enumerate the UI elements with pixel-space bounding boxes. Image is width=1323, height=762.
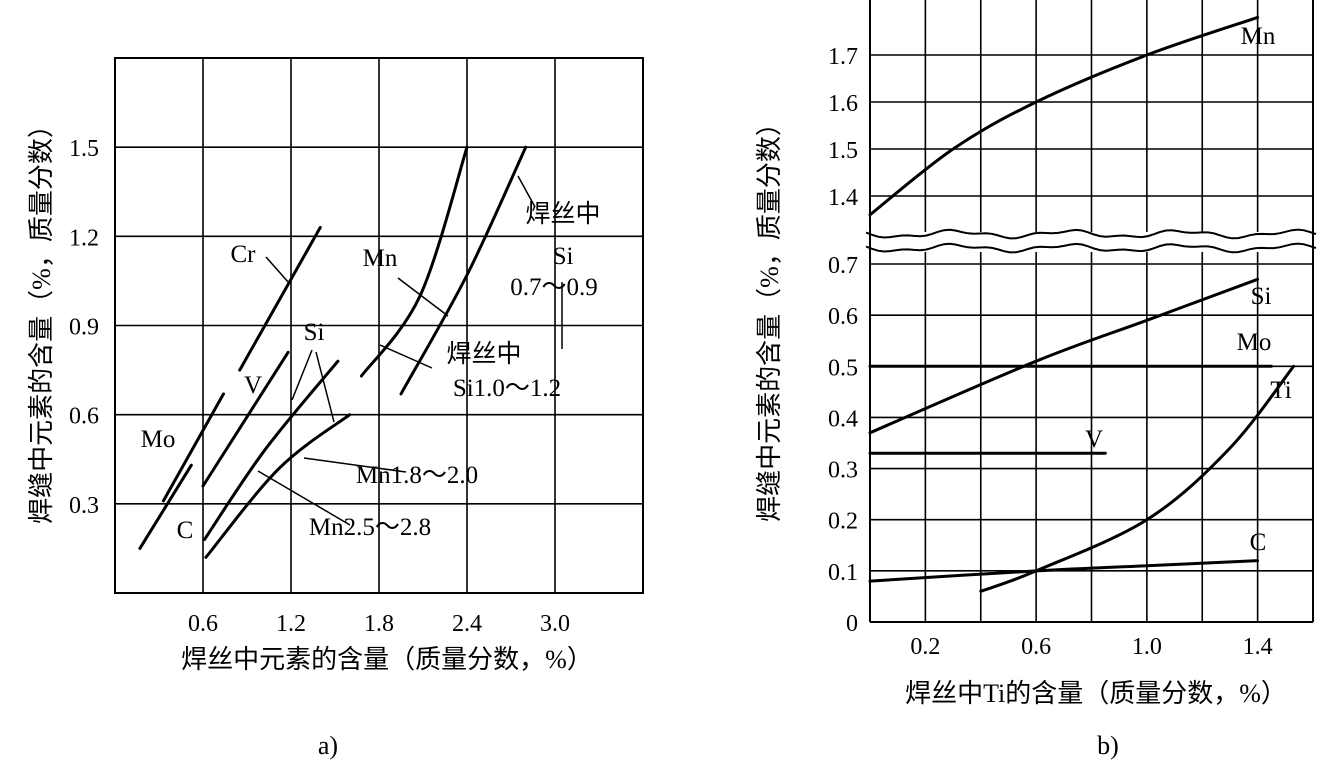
a-panel-caption: a) bbox=[318, 731, 338, 760]
a-series-mn-si-0-7-0-9 bbox=[399, 145, 528, 396]
a-plot-frame bbox=[114, 57, 644, 594]
b-y-tick-label: 0.1 bbox=[828, 560, 858, 586]
b-y-tick-label: 1.4 bbox=[828, 185, 858, 211]
a-series-c bbox=[138, 463, 193, 550]
b-axis-break-upper bbox=[865, 228, 1317, 240]
a-leader-line bbox=[265, 256, 290, 284]
b-x-tick-label: 1.4 bbox=[1243, 634, 1273, 660]
a-y-tick-label: 1.2 bbox=[69, 225, 99, 251]
a-y-axis-title: 焊缝中元素的含量（%，质量分数） bbox=[27, 112, 56, 524]
a-series-si-mn1-8-2-0 bbox=[203, 359, 340, 541]
a-annotation-si: Si bbox=[304, 319, 325, 346]
a-series-cr bbox=[238, 225, 322, 372]
b-x-tick-label: 0.6 bbox=[1021, 634, 1051, 660]
b-y-tick-label: 1.5 bbox=[828, 138, 858, 164]
a-x-axis-title: 焊丝中元素的含量（质量分数，%） bbox=[181, 645, 593, 674]
a-leader-line bbox=[517, 175, 536, 208]
b-annotation-ti: Ti bbox=[1270, 377, 1291, 404]
a-leader-line bbox=[315, 351, 335, 423]
b-series-ti bbox=[979, 364, 1296, 593]
b-annotation-si: Si bbox=[1251, 283, 1272, 310]
b-y-tick-label: 0.6 bbox=[828, 304, 858, 330]
a-x-tick-label: 0.6 bbox=[188, 611, 218, 637]
b-series-mn bbox=[868, 15, 1260, 217]
a-leader-line bbox=[303, 457, 407, 473]
b-y-tick-label: 0 bbox=[846, 611, 858, 637]
b-y-tick-label: 0.3 bbox=[828, 458, 858, 484]
b-y-tick-label: 1.7 bbox=[828, 44, 858, 70]
a-annotation-si1-0-1-2: Si1.0～1.2 bbox=[453, 375, 561, 402]
b-y-axis-title: 焊缝中元素的含量（%，质量分数） bbox=[755, 110, 784, 522]
b-annotation-mo: Mo bbox=[1237, 329, 1272, 356]
panel-a bbox=[114, 57, 644, 594]
b-annotation-mn: Mn bbox=[1241, 23, 1276, 50]
b-x-axis-title: 焊丝中Ti的含量（质量分数，%） bbox=[905, 679, 1287, 708]
a-annotation-cr: Cr bbox=[231, 241, 257, 268]
a-y-tick-label: 0.9 bbox=[69, 315, 99, 341]
a-series-si-mn2-5-2-8 bbox=[204, 413, 352, 559]
a-leader-line bbox=[291, 349, 313, 401]
a-annotation-mn1-8-2-0: Mn1.8～2.0 bbox=[356, 462, 478, 489]
b-x-tick-label: 0.2 bbox=[910, 634, 940, 660]
a-annotation-v: V bbox=[244, 372, 262, 399]
a-y-tick-label: 0.3 bbox=[69, 493, 99, 519]
a-annotation-mo: Mo bbox=[141, 426, 176, 453]
b-y-tick-label: 0.7 bbox=[828, 253, 858, 279]
a-annotation-x: 焊丝中 bbox=[525, 200, 600, 228]
a-annotation-si: Si bbox=[553, 243, 574, 270]
b-y-tick-label: 0.4 bbox=[828, 406, 858, 432]
b-y-tick-label: 0.5 bbox=[828, 355, 858, 381]
b-series-c bbox=[868, 559, 1260, 583]
b-panel-caption: b) bbox=[1097, 731, 1119, 760]
a-y-tick-label: 1.5 bbox=[69, 136, 99, 162]
a-leader-line bbox=[397, 277, 449, 317]
b-x-tick-label: 1.0 bbox=[1132, 634, 1162, 660]
a-annotation-0-7-0-9: 0.7～0.9 bbox=[510, 274, 598, 301]
a-annotation-x: 焊丝中 bbox=[446, 340, 521, 368]
panel-b bbox=[865, 0, 1317, 623]
a-series-v bbox=[201, 350, 290, 488]
a-leader-line bbox=[257, 470, 351, 526]
b-y-tick-label: 1.6 bbox=[828, 91, 858, 117]
a-annotation-c: C bbox=[177, 517, 194, 544]
a-series-mo bbox=[161, 392, 225, 503]
a-annotation-mn: Mn bbox=[363, 245, 398, 272]
a-x-tick-label: 1.8 bbox=[364, 611, 394, 637]
b-series-si bbox=[868, 277, 1260, 435]
b-y-tick-label: 0.2 bbox=[828, 509, 858, 535]
a-leader-line bbox=[379, 344, 433, 369]
a-x-tick-label: 1.2 bbox=[276, 611, 306, 637]
b-axis-break-lower bbox=[865, 242, 1317, 254]
a-x-tick-label: 3.0 bbox=[540, 611, 570, 637]
a-annotation-mn2-5-2-8: Mn2.5～2.8 bbox=[309, 514, 431, 541]
b-annotation-c: C bbox=[1250, 529, 1267, 556]
b-annotation-v: V bbox=[1085, 426, 1103, 453]
a-x-tick-label: 2.4 bbox=[452, 611, 482, 637]
a-y-tick-label: 0.6 bbox=[69, 404, 99, 430]
